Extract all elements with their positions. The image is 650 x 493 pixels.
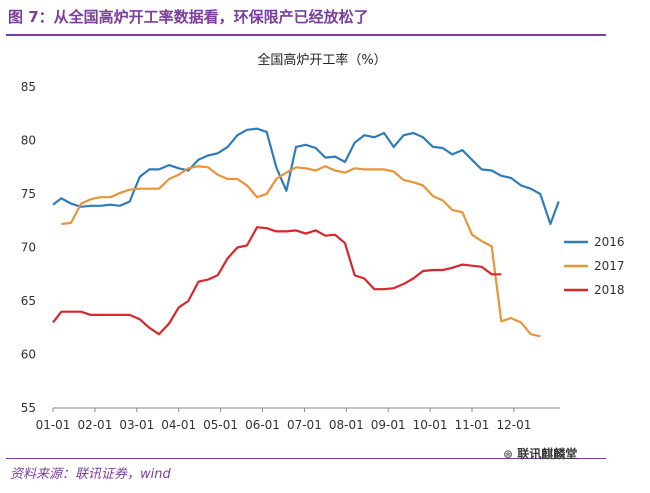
legend-label-2017: 2017 bbox=[594, 259, 625, 273]
chart-title: 全国高炉开工率（%） bbox=[257, 52, 386, 68]
figure-heading: 图 7：从全国高炉开工率数据看，环保限产已经放松了 bbox=[8, 8, 369, 26]
y-tick-label: 80 bbox=[21, 134, 36, 148]
watermark-text: 联讯麒麟堂 bbox=[517, 447, 578, 461]
x-tick-label: 02-01 bbox=[77, 418, 112, 432]
legend: 2016 2017 2018 bbox=[564, 235, 625, 297]
heading-rule bbox=[6, 34, 606, 36]
x-tick-label: 12-01 bbox=[496, 418, 531, 432]
y-tick-label: 60 bbox=[21, 348, 36, 362]
series-lines bbox=[52, 127, 560, 338]
x-tick-label: 08-01 bbox=[329, 418, 364, 432]
y-tick-label: 55 bbox=[21, 401, 36, 415]
x-tick-label: 07-01 bbox=[287, 418, 322, 432]
watermark: ⊛ 联讯麒麟堂 bbox=[503, 445, 577, 462]
x-tick-label: 03-01 bbox=[119, 418, 154, 432]
legend-label-2016: 2016 bbox=[594, 235, 625, 249]
y-axis: 55 60 65 70 75 80 85 bbox=[21, 80, 36, 415]
x-tick-label: 01-01 bbox=[36, 418, 71, 432]
x-tick-label: 06-01 bbox=[245, 418, 280, 432]
series-line-2016 bbox=[52, 127, 560, 226]
x-axis: 01-01 02-01 03-01 04-01 05-01 06-01 07-01 08-01… bbox=[36, 408, 531, 432]
series-line-2017 bbox=[61, 165, 541, 338]
x-tick-label: 04-01 bbox=[161, 418, 196, 432]
wechat-icon: ⊛ bbox=[503, 447, 514, 461]
y-tick-label: 70 bbox=[21, 241, 36, 255]
x-tick-label: 05-01 bbox=[203, 418, 238, 432]
y-tick-label: 75 bbox=[21, 187, 36, 201]
series-line-2018 bbox=[52, 226, 502, 336]
source-note: 资料来源：联讯证券，wind bbox=[10, 467, 171, 482]
x-tick-label: 09-01 bbox=[371, 418, 406, 432]
x-tick-label: 11-01 bbox=[455, 418, 490, 432]
source-rule bbox=[6, 458, 606, 459]
y-tick-label: 85 bbox=[21, 80, 36, 94]
x-tick-label: 10-01 bbox=[413, 418, 448, 432]
y-tick-label: 65 bbox=[21, 294, 36, 308]
legend-label-2018: 2018 bbox=[594, 283, 625, 297]
